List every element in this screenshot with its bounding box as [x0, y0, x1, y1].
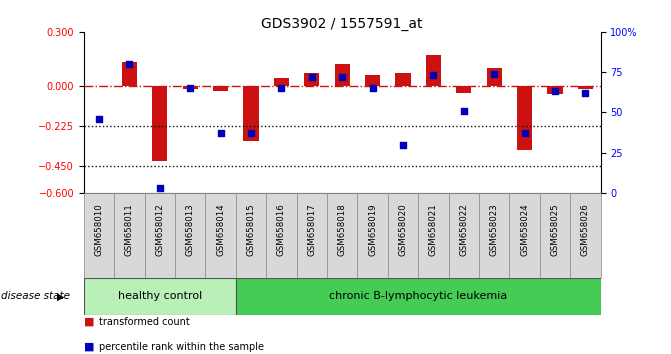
Text: transformed count: transformed count: [99, 317, 189, 327]
Point: [519, 131, 530, 136]
Text: GSM658024: GSM658024: [520, 203, 529, 256]
Text: chronic B-lymphocytic leukemia: chronic B-lymphocytic leukemia: [329, 291, 507, 302]
Bar: [297, 193, 327, 278]
Text: GSM658013: GSM658013: [186, 203, 195, 256]
Text: GSM658018: GSM658018: [338, 203, 347, 256]
Text: ▶: ▶: [57, 291, 64, 302]
Bar: [426, 55, 441, 86]
Bar: [449, 193, 479, 278]
Bar: [486, 68, 502, 86]
Bar: [570, 193, 601, 278]
Bar: [509, 193, 539, 278]
Bar: [274, 78, 289, 86]
Text: healthy control: healthy control: [117, 291, 202, 302]
Bar: [539, 193, 570, 278]
Text: ■: ■: [84, 317, 95, 327]
Bar: [395, 73, 411, 86]
Bar: [327, 193, 358, 278]
Bar: [145, 193, 175, 278]
Text: GSM658026: GSM658026: [581, 203, 590, 256]
Text: GSM658016: GSM658016: [277, 203, 286, 256]
Text: GSM658014: GSM658014: [216, 203, 225, 256]
Text: GSM658025: GSM658025: [550, 203, 560, 256]
Text: GSM658022: GSM658022: [459, 203, 468, 256]
Bar: [479, 193, 509, 278]
Bar: [388, 193, 418, 278]
Text: GSM658011: GSM658011: [125, 203, 134, 256]
Bar: [335, 64, 350, 86]
Point: [458, 108, 469, 114]
Text: GSM658017: GSM658017: [307, 203, 316, 256]
Bar: [213, 86, 228, 91]
Point: [185, 85, 196, 91]
Bar: [175, 193, 205, 278]
Point: [307, 74, 317, 80]
Point: [124, 61, 135, 67]
Point: [550, 88, 560, 94]
Bar: [456, 86, 471, 93]
Text: ■: ■: [84, 342, 95, 352]
Point: [428, 73, 439, 78]
Bar: [578, 86, 593, 89]
Point: [488, 71, 499, 76]
Text: GSM658023: GSM658023: [490, 203, 499, 256]
Bar: [548, 86, 562, 95]
Bar: [418, 193, 449, 278]
Bar: [114, 193, 145, 278]
Point: [215, 131, 226, 136]
Text: GSM658012: GSM658012: [156, 203, 164, 256]
Text: percentile rank within the sample: percentile rank within the sample: [99, 342, 264, 352]
Bar: [84, 278, 236, 315]
Text: GSM658020: GSM658020: [399, 203, 407, 256]
Point: [580, 90, 590, 96]
Bar: [517, 86, 532, 150]
Point: [337, 74, 348, 80]
Bar: [244, 86, 258, 141]
Point: [367, 85, 378, 91]
Point: [246, 131, 256, 136]
Point: [398, 142, 409, 147]
Text: disease state: disease state: [1, 291, 70, 302]
Point: [154, 185, 165, 191]
Bar: [266, 193, 297, 278]
Point: [276, 85, 287, 91]
Bar: [84, 193, 114, 278]
Bar: [358, 193, 388, 278]
Text: GSM658015: GSM658015: [246, 203, 256, 256]
Bar: [236, 193, 266, 278]
Bar: [304, 73, 319, 86]
Bar: [152, 86, 168, 161]
Text: GSM658010: GSM658010: [95, 203, 103, 256]
Point: [94, 116, 105, 122]
Bar: [365, 75, 380, 86]
Title: GDS3902 / 1557591_at: GDS3902 / 1557591_at: [262, 17, 423, 31]
Bar: [122, 62, 137, 86]
Bar: [183, 86, 198, 89]
Text: GSM658019: GSM658019: [368, 203, 377, 256]
Bar: [205, 193, 236, 278]
Text: GSM658021: GSM658021: [429, 203, 438, 256]
Bar: [236, 278, 601, 315]
